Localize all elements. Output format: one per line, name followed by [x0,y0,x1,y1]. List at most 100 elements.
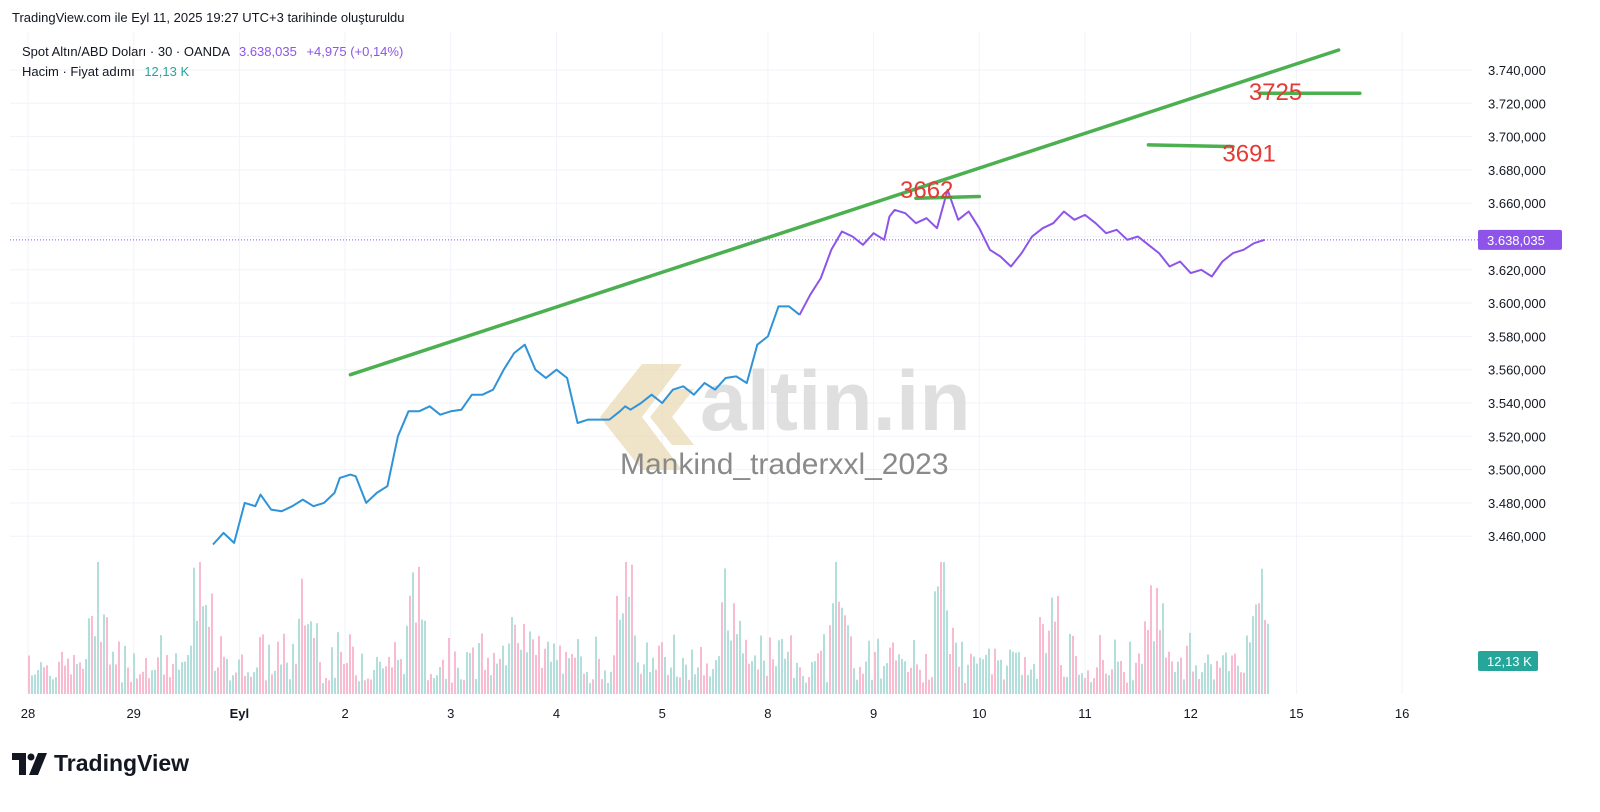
volume-bar [814,661,816,694]
volume-bar [1153,641,1155,694]
volume-bar [694,674,696,694]
volume-bar [652,657,654,694]
y-tick-label: 3.480,000 [1488,496,1546,511]
volume-bar [1021,674,1023,694]
y-tick-label: 3.700,000 [1488,130,1546,145]
volume-bar [649,671,651,694]
volume-bar [1054,621,1056,694]
volume-bar [190,645,192,694]
volume-bar [706,663,708,694]
volume-bar [208,626,210,694]
volume-bar [1072,635,1074,694]
volume-bar [106,617,108,694]
tradingview-logo[interactable]: TradingView [12,750,189,777]
volume-bar [580,656,582,694]
volume-bar [1243,672,1245,694]
volume-bar [727,630,729,694]
volume-bar [931,677,933,694]
volume-bar [973,656,975,694]
x-tick-label: 5 [659,706,666,721]
volume-bar [808,677,810,694]
y-tick-label: 3.580,000 [1488,329,1546,344]
volume-bar [433,677,435,694]
volume-bar [451,682,453,694]
volume-bar [1039,617,1041,694]
volume-bar [493,652,495,694]
volume-bar [475,678,477,694]
volume-bar [712,669,714,694]
volume-bar [586,671,588,694]
volume-bar [196,620,198,694]
volume-bar [523,623,525,694]
volume-bar [418,566,420,694]
volume-bar [538,636,540,694]
volume-bar [163,674,165,694]
volume-bar [1246,635,1248,694]
volume-bar [661,642,663,694]
volume-bar [187,654,189,694]
volume-bar [43,667,45,694]
volume-bar [820,650,822,694]
volume-bar [730,640,732,694]
symbol-label[interactable]: Spot Altın/ABD Doları · 30 · OANDA [22,44,230,59]
volume-bar [595,636,597,694]
volume-bar [799,667,801,694]
volume-bar [910,667,912,694]
volume-bar [391,667,393,694]
volume-bar [964,683,966,694]
volume-indicator-label[interactable]: Hacim · Fiyat adımı [22,64,135,79]
volume-bar [424,620,426,694]
volume-bar [211,593,213,694]
volume-bar [778,640,780,694]
volume-bar [805,682,807,694]
volume-bar [514,624,516,694]
volume-bar [1033,663,1035,694]
volume-bar [49,675,51,694]
volume-bar [472,647,474,694]
volume-bar [121,682,123,694]
volume-bar [871,679,873,694]
volume-bar [67,658,69,694]
caption: TradingView.com ile Eyl 11, 2025 19:27 U… [12,10,405,25]
volume-bar [859,666,861,694]
volume-bar [1042,624,1044,694]
volume-bar [346,663,348,694]
volume-bar [1261,568,1263,694]
volume-bar [1162,603,1164,694]
volume-bar [913,639,915,694]
volume-bar [271,674,273,694]
volume-bar [193,567,195,694]
volume-bar [757,669,759,694]
volume-bar [1060,665,1062,694]
volume-bar [832,603,834,694]
volume-bar [1027,675,1029,694]
chart-area[interactable]: altin.in Mankind_traderxxl_2023 3662 3691 37… [10,32,1590,740]
volume-bar [1210,664,1212,694]
volume-bar [568,658,570,694]
annotation-3662: 3662 [900,177,953,204]
volume-bar [688,680,690,694]
volume-bar [703,675,705,694]
annotation-3691: 3691 [1222,141,1275,168]
price-line-early [212,305,801,546]
volume-bar [793,677,795,694]
volume-bar [895,660,897,694]
volume-bar [109,664,111,694]
volume-bar [1111,669,1113,694]
volume-bar [355,675,357,694]
volume-bar [937,586,939,694]
volume-bar [55,677,57,694]
volume-bar [787,651,789,694]
volume-bar [1255,604,1257,694]
volume-bar [148,678,150,694]
altin-logo-icon [600,364,694,470]
volume-bar [358,681,360,694]
volume-bar [943,562,945,694]
volume-bar [670,667,672,694]
volume-bar [1123,672,1125,694]
volume-bar [1222,655,1224,694]
volume-bar [1156,587,1158,694]
volume-bar [505,665,507,694]
volume-bar [559,645,561,694]
